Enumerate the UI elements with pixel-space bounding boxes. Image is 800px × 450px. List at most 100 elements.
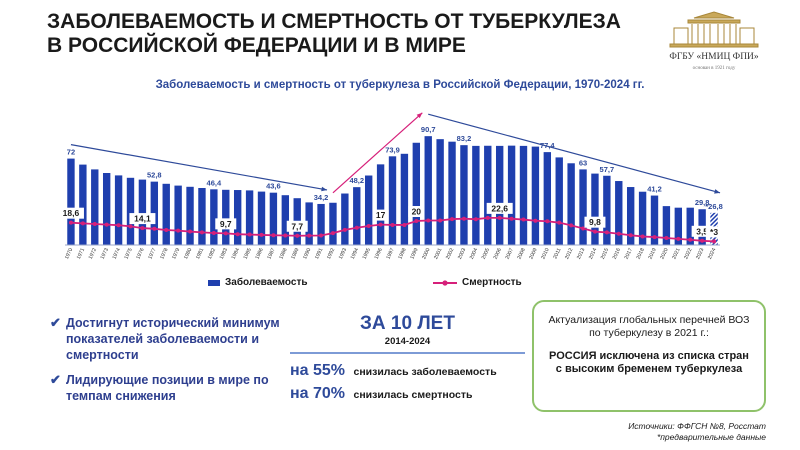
- key-points: ✔ Достигнут исторический минимум показат…: [50, 315, 280, 413]
- incidence-bar: [507, 145, 516, 245]
- mortality-point: [140, 226, 145, 231]
- ten-year-summary: ЗА 10 ЛЕТ 2014-2024 на 55% снизилась заб…: [290, 313, 525, 406]
- mortality-point: [378, 222, 383, 227]
- mortality-point: [712, 239, 717, 244]
- who-heading: Актуализация глобальных перечней ВОЗ по …: [548, 314, 750, 339]
- x-tick-label: 1984: [231, 247, 241, 260]
- incidence-bar: [448, 141, 456, 245]
- incidence-value-label: 83,2: [457, 134, 472, 143]
- incidence-bar: [257, 191, 266, 245]
- incidence-bar: [341, 193, 349, 245]
- mortality-label-box: [372, 209, 389, 221]
- title-line-1: ЗАБОЛЕВАЕМОСТЬ И СМЕРТНОСТЬ ОТ ТУБЕРКУЛЕ…: [47, 10, 621, 33]
- x-tick-label: 2011: [552, 247, 562, 260]
- incidence-bar: [531, 146, 540, 245]
- mortality-point: [176, 228, 181, 233]
- incidence-bar: [436, 139, 444, 245]
- ten-year-period: 2014-2024: [384, 336, 431, 347]
- incidence-bar: [686, 207, 694, 245]
- mortality-point: [545, 219, 550, 224]
- x-tick-label: 1971: [76, 247, 86, 260]
- mortality-point: [414, 219, 419, 223]
- mortality-point: [664, 236, 669, 241]
- x-tick-label: 1970: [64, 247, 74, 260]
- mortality-point: [319, 233, 324, 238]
- incidence-value-label: 46,4: [207, 178, 222, 187]
- mortality-point: [80, 221, 85, 226]
- mortality-point: [700, 238, 705, 243]
- mortality-point: [569, 223, 574, 228]
- incidence-bar: [305, 202, 313, 245]
- incidence-value-label: 43,6: [266, 182, 281, 191]
- x-tick-label: 2001: [433, 247, 443, 260]
- incidence-bar: [567, 163, 575, 245]
- incidence-value-label: 77,4: [540, 141, 555, 150]
- x-tick-label: 2012: [564, 247, 574, 260]
- mortality-value-label: 20: [412, 207, 422, 217]
- x-tick-label: 1992: [326, 247, 336, 260]
- incidence-bar: [281, 195, 290, 245]
- incidence-bar: [424, 136, 432, 245]
- mortality-point: [461, 216, 466, 221]
- incidence-value-label: 34,2: [314, 193, 329, 202]
- x-tick-label: 1979: [171, 247, 181, 260]
- who-country: РОССИЯ: [549, 350, 597, 362]
- mortality-point: [676, 236, 681, 241]
- mortality-point: [366, 224, 371, 229]
- x-tick-label: 2010: [540, 247, 550, 260]
- incidence-bar: [650, 195, 659, 245]
- incidence-value-label: 90,7: [421, 125, 436, 134]
- mortality-point: [330, 231, 335, 236]
- institution-logo: ФГБУ «НМИЦ ФПИ» основан в 1921 году: [666, 10, 762, 76]
- incidence-bar: [412, 142, 421, 245]
- legend-incidence-label: Заболеваемость: [225, 277, 308, 288]
- mortality-value-label: 17: [376, 210, 386, 220]
- mortality-point: [188, 229, 193, 234]
- incidence-bar: [233, 190, 242, 245]
- divider: [290, 352, 525, 354]
- who-list-box: Актуализация глобальных перечней ВОЗ по …: [532, 300, 766, 412]
- mortality-point: [533, 218, 538, 223]
- sources-note: Источники: ФФГСН №8, Росстат *предварите…: [628, 421, 766, 443]
- incidence-bar: [329, 202, 337, 245]
- x-tick-label: 2022: [683, 247, 693, 260]
- mortality-value-label: 9,7: [220, 219, 232, 229]
- x-tick-label: 2006: [493, 247, 503, 260]
- x-tick-label: 1997: [385, 247, 395, 260]
- incidence-bar: [388, 156, 397, 245]
- mortality-point: [295, 233, 300, 238]
- incidence-bar: [245, 190, 254, 245]
- x-tick-label: 1978: [159, 247, 169, 260]
- mortality-point: [342, 227, 347, 232]
- x-tick-label: 2017: [624, 247, 634, 260]
- legend-bar-swatch: [208, 279, 220, 286]
- mortality-point: [450, 217, 455, 222]
- x-tick-label: 1993: [338, 247, 348, 260]
- mortality-point: [128, 224, 133, 229]
- incidence-bar: [198, 188, 206, 245]
- x-tick-label: 1990: [302, 247, 312, 260]
- x-tick-label: 2019: [647, 247, 657, 260]
- x-tick-label: 2015: [600, 247, 610, 260]
- x-tick-label: 1991: [314, 247, 324, 260]
- incidence-bar: [210, 189, 218, 245]
- x-tick-label: 2018: [636, 247, 646, 260]
- incidence-bar: [186, 186, 194, 245]
- incidence-bar: [472, 145, 480, 245]
- mortality-point: [68, 220, 73, 225]
- incidence-value-label: 63: [579, 158, 587, 167]
- x-tick-label: 1982: [207, 247, 217, 260]
- incidence-bar: [543, 152, 552, 245]
- mortality-label-box: [286, 220, 308, 232]
- mortality-point: [616, 231, 621, 236]
- incidence-bar: [67, 158, 75, 245]
- trend-arrow-head: [714, 189, 721, 194]
- x-tick-label: 2016: [612, 247, 622, 260]
- mortality-decrease-text: снизилась смертность: [353, 389, 473, 401]
- mortality-point: [628, 233, 633, 238]
- x-tick-label: 1980: [183, 247, 193, 260]
- incidence-bar: [400, 153, 409, 245]
- x-tick-label: 1987: [266, 247, 276, 260]
- x-tick-label: 1981: [195, 247, 205, 260]
- x-tick-label: 1972: [88, 247, 98, 260]
